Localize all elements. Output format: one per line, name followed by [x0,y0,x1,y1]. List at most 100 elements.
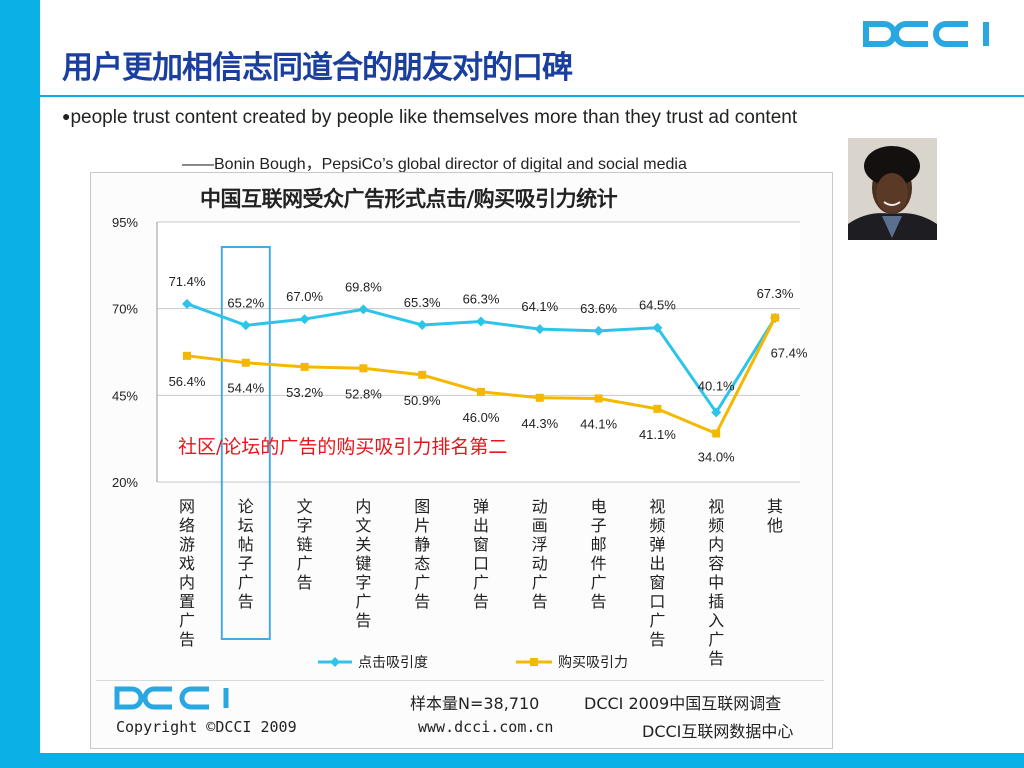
footer-dcci-logo [114,686,229,710]
x-tick-label: 频 [649,516,665,535]
x-tick-label: 网 [179,497,195,516]
legend-marker [530,658,538,666]
x-tick-label: 口 [473,554,489,573]
data-point [183,351,191,360]
data-label: 41.1% [639,427,676,442]
data-label: 71.4% [169,274,206,289]
x-tick-label: 广 [649,611,665,630]
data-point [476,316,486,327]
portrait-photo [848,138,937,240]
data-point [358,304,369,315]
x-tick-label: 视 [708,497,724,516]
x-tick-label: 静 [414,535,430,554]
x-tick-label: 入 [708,611,724,630]
x-tick-label: 告 [355,611,371,630]
bullet-icon: ● [62,108,71,124]
y-tick-label: 20% [112,475,138,490]
x-tick-label: 广 [238,573,254,592]
data-point [477,387,485,396]
x-tick-label: 子 [238,554,254,573]
x-tick-label: 片 [414,516,430,535]
x-tick-label: 口 [649,592,665,611]
data-point [711,407,722,418]
data-point [593,325,604,336]
x-tick-label: 广 [297,554,313,573]
x-tick-label: 画 [532,516,548,535]
x-tick-label: 链 [297,535,313,554]
x-tick-label: 告 [649,630,665,649]
x-tick-label: 论 [238,497,254,516]
data-point [594,394,603,403]
data-label: 67.3% [757,286,794,301]
plot-area [157,222,800,482]
x-tick-label: 弹 [473,497,489,516]
data-label: 53.2% [286,385,323,400]
title-divider [40,95,1024,97]
x-tick-label: 广 [414,573,430,592]
data-point [535,393,544,402]
x-tick-label: 子 [591,516,607,535]
data-point [240,320,251,331]
x-tick-label: 中 [708,573,724,592]
data-point [712,429,721,438]
x-tick-label: 关 [355,535,371,554]
quote-attribution: ——Bonin Bough，PepsiCo’s global director … [182,156,687,173]
data-label: 44.3% [521,416,558,431]
data-point [418,370,427,379]
bottom-accent-bar [40,753,1024,768]
x-tick-label: 邮 [591,535,607,554]
x-tick-label: 字 [297,516,313,535]
x-tick-label: 出 [649,554,665,573]
x-tick-label: 其 [767,497,783,516]
x-tick-label: 置 [179,592,195,611]
x-tick-label: 广 [473,573,489,592]
footer-sample-size: 样本量N=38,710 [410,694,540,713]
x-tick-label: 窗 [473,535,489,554]
x-tick-label: 电 [591,497,607,516]
y-tick-label: 70% [112,302,138,317]
data-label: 66.3% [463,291,500,306]
y-tick-label: 95% [112,215,138,230]
data-label: 54.4% [227,381,264,396]
data-label: 64.1% [521,299,558,314]
x-tick-label: 浮 [532,535,548,554]
x-tick-label: 广 [355,592,371,611]
x-tick-label: 帖 [238,535,254,554]
x-tick-label: 游 [179,535,195,554]
x-tick-label: 动 [532,497,548,516]
left-accent-bar [0,0,40,768]
data-point [299,314,310,325]
data-label: 65.2% [227,295,264,310]
data-label: 65.3% [404,295,441,310]
x-tick-label: 文 [355,516,371,535]
x-tick-label: 广 [532,573,548,592]
x-tick-label: 内 [708,535,724,554]
x-tick-label: 弹 [649,535,665,554]
data-point [359,364,368,373]
x-tick-label: 件 [591,554,607,573]
x-tick-label: 插 [708,592,724,611]
x-tick-label: 他 [767,516,783,535]
footer-data-center: DCCI互联网数据中心 [642,722,794,741]
x-tick-label: 文 [297,497,313,516]
data-label: 52.8% [345,386,382,401]
data-point [241,358,250,367]
data-label: 67.4% [771,346,808,361]
chart-annotation: 社区/论坛的广告的购买吸引力排名第二 [178,436,508,458]
slide-title: 用户更加相信志同道合的朋友对的口碑 [62,50,573,86]
legend-marker [330,657,340,667]
data-point [534,324,545,335]
quote-body: people trust content created by people l… [70,107,798,128]
x-tick-label: 频 [708,516,724,535]
data-point [417,319,428,330]
data-label: 69.8% [345,279,382,294]
data-label: 64.5% [639,298,676,313]
data-point [300,362,309,371]
x-tick-label: 窗 [649,573,665,592]
data-label: 34.0% [698,449,735,464]
dcci-logo [863,21,989,47]
data-label: 50.9% [404,393,441,408]
x-tick-label: 戏 [179,554,195,573]
x-tick-label: 告 [179,630,195,649]
